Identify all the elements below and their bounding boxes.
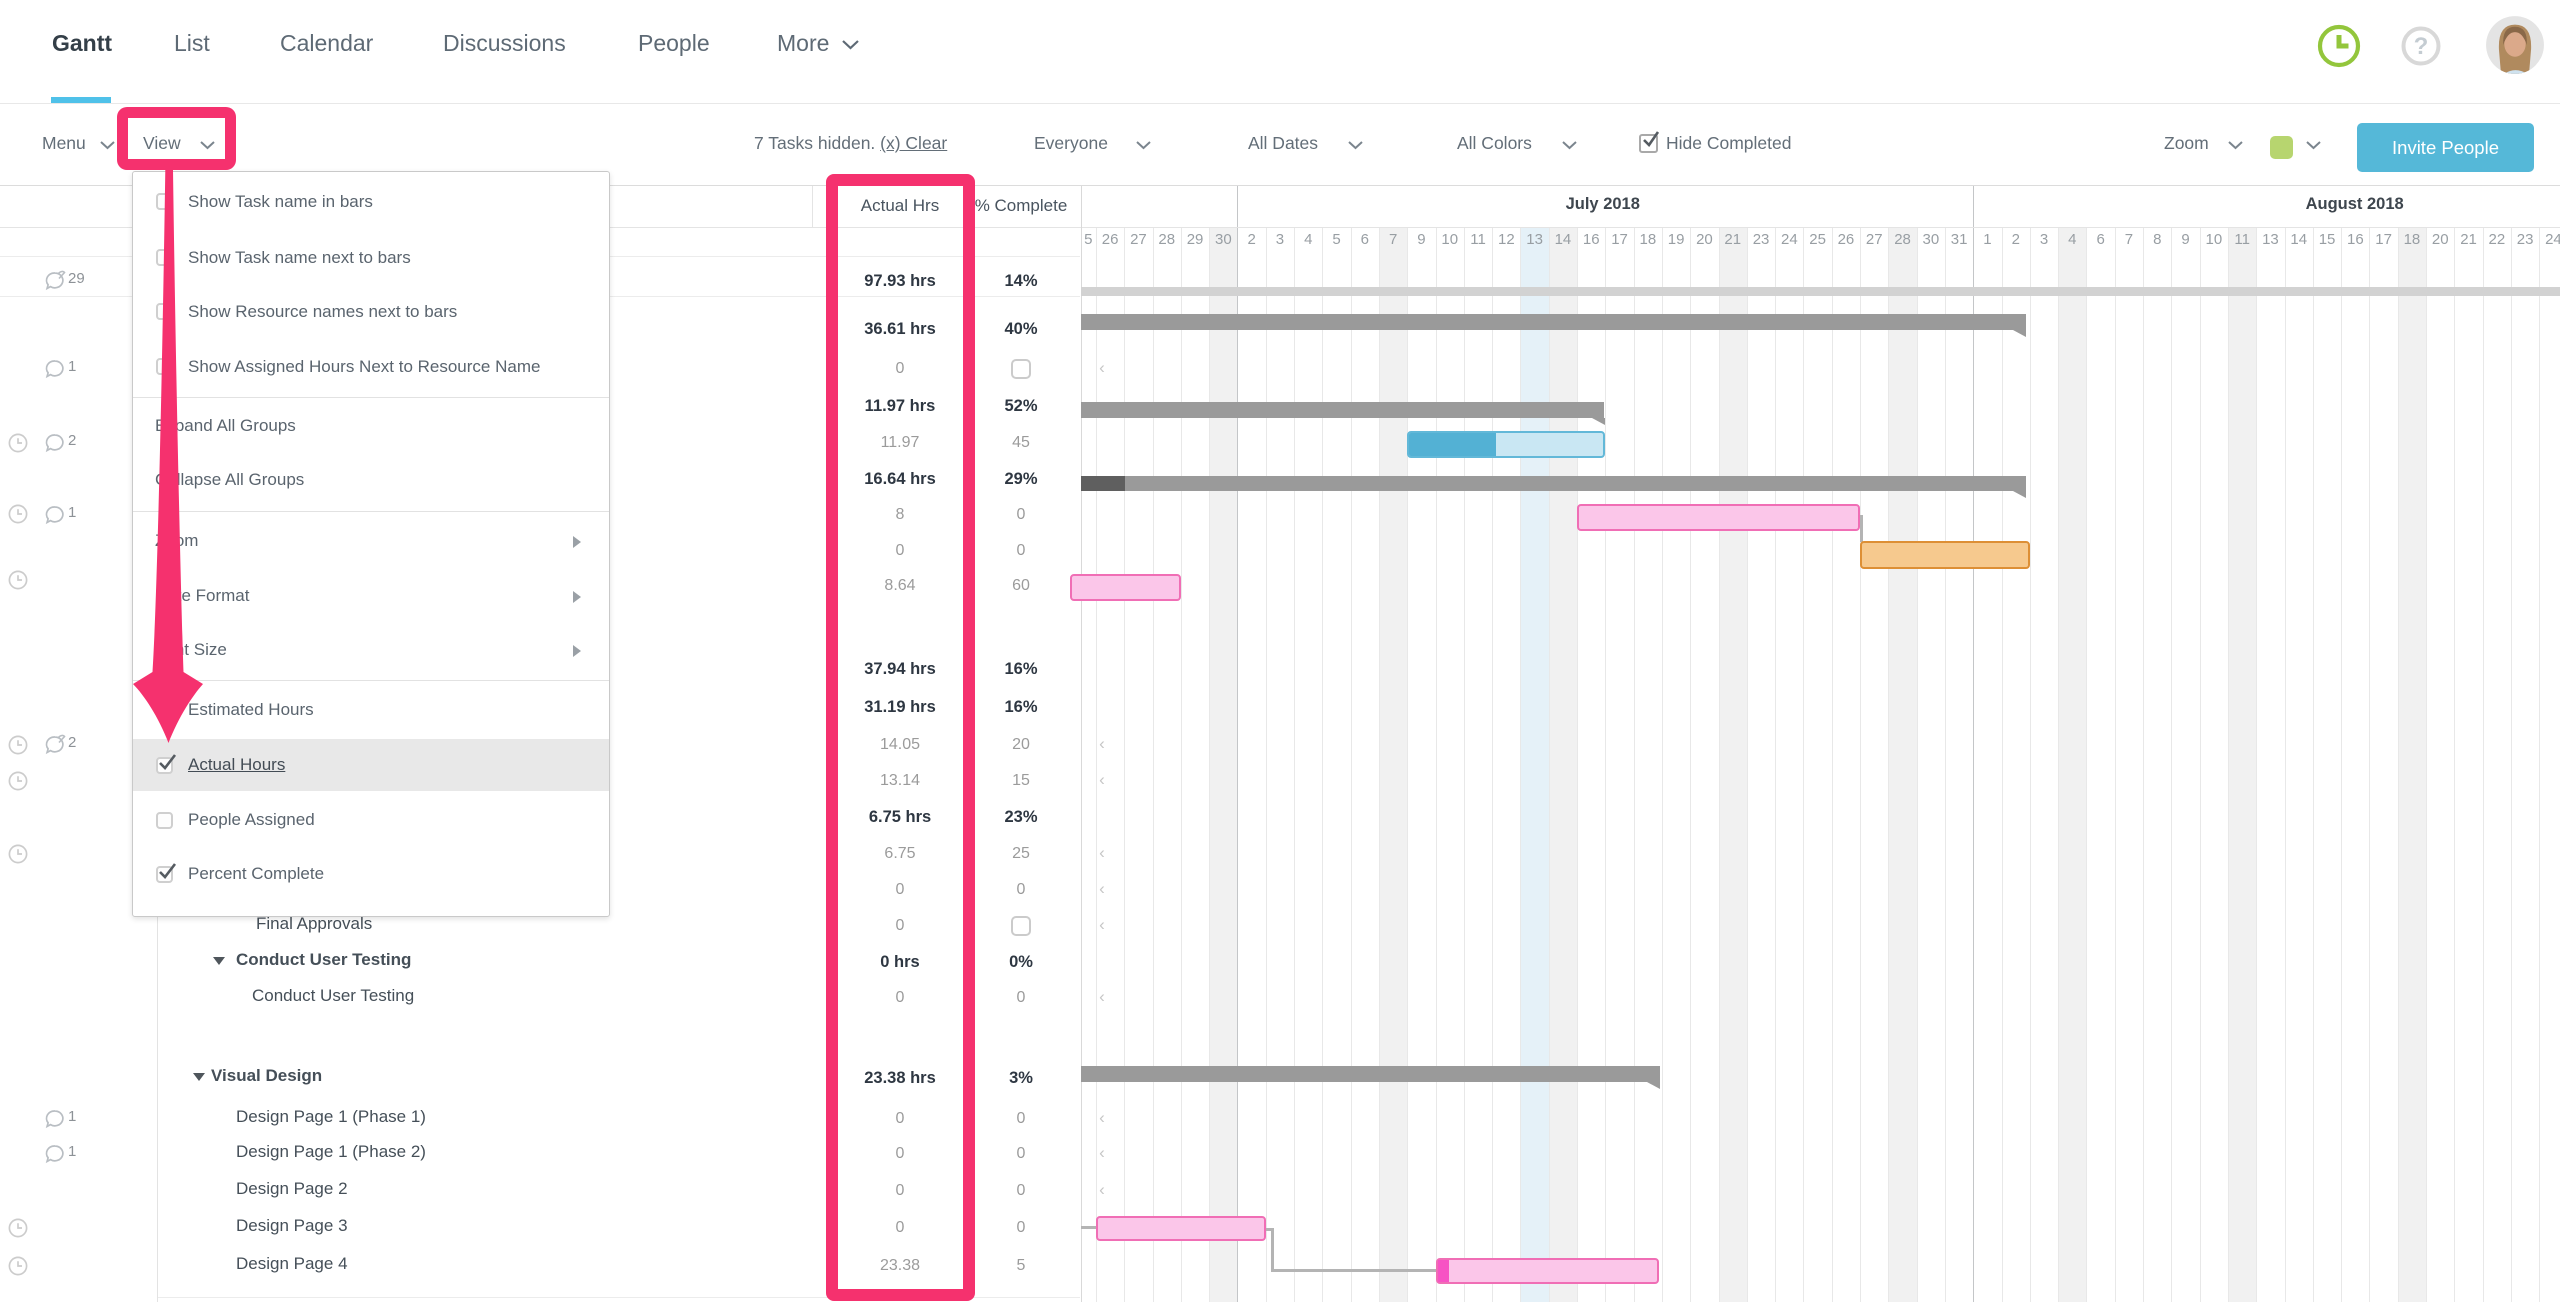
- svg-text:?: ?: [2414, 33, 2429, 60]
